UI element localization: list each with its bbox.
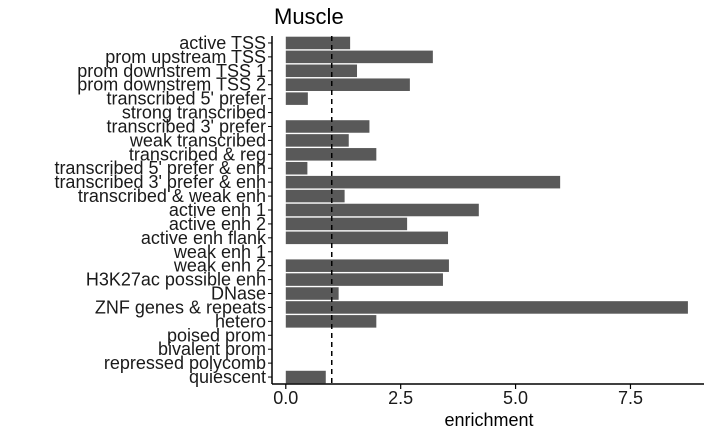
category-label: strong transcribed [122,103,266,123]
category-label: transcribed 5' prefer [106,89,266,109]
category-label: bivalent prom [158,339,266,359]
bar [285,287,339,300]
bars-group [285,36,688,384]
category-label: ZNF genes & repeats [95,297,266,317]
bar [285,315,377,328]
bar [285,120,370,133]
category-label: active TSS [179,33,266,53]
bar [285,78,410,91]
category-label: quiescent [189,367,266,387]
bar [285,370,326,384]
bar [285,161,308,175]
category-label: transcribed 3' prefer [106,116,266,136]
bar [285,231,449,245]
x-tick-label: 0.0 [273,388,298,408]
category-label: prom downstrem TSS 2 [77,75,266,95]
bar [285,203,479,217]
x-tick-label: 2.5 [388,388,413,408]
category-label: prom downstrem TSS 1 [77,61,266,81]
bar [285,64,358,78]
x-tick-label: 5.0 [503,388,528,408]
category-label: poised prom [167,325,266,345]
bar [285,36,351,50]
x-axis-title: enrichment [444,410,533,430]
category-label: weak enh 1 [173,242,266,262]
category-label: active enh 2 [169,214,266,234]
category-label: hetero [215,311,266,331]
category-label: active enh 1 [169,200,266,220]
category-label: DNase [211,284,266,304]
bar [285,273,443,286]
category-label: transcribed & weak enh [78,186,266,206]
bar [285,50,433,64]
x-tick-label: 7.5 [618,388,643,408]
bar [285,259,449,272]
chart-title: Muscle [274,4,344,29]
bar [285,217,408,231]
category-label: transcribed 5' prefer & enh [54,158,266,178]
bar [285,189,345,203]
category-label: repressed polycomb [104,353,266,373]
category-label: weak enh 2 [173,256,266,276]
bar [285,134,349,147]
category-label: transcribed & reg [129,144,266,164]
bar [285,175,561,189]
x-ticks-group: 0.0 2.5 5.0 7.5 [273,384,643,408]
category-label: weak transcribed [129,130,266,150]
category-label: transcribed 3' prefer & enh [54,172,266,192]
category-label: active enh flank [141,228,267,248]
category-label: H3K27ac possible enh [86,270,266,290]
bar [285,92,308,105]
bar [285,301,688,314]
category-label: prom upstream TSS [105,47,266,67]
